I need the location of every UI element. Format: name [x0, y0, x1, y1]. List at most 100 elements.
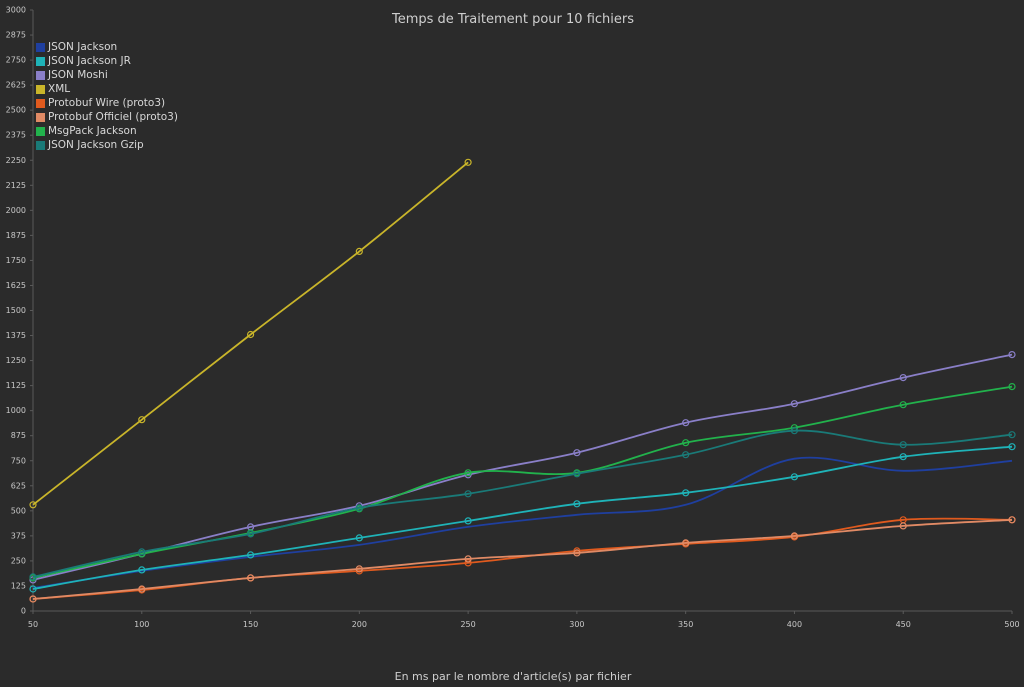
legend-label: JSON Jackson JR	[48, 55, 131, 67]
legend-swatch	[36, 140, 45, 150]
data-point[interactable]	[138, 550, 146, 558]
data-point[interactable]	[1008, 443, 1016, 451]
series-json-jackson-jr	[29, 443, 1016, 593]
data-point[interactable]	[573, 547, 581, 555]
x-tick-label: 150	[243, 620, 258, 629]
series-json-moshi	[29, 351, 1016, 584]
data-point[interactable]	[682, 451, 690, 459]
data-point[interactable]	[682, 489, 690, 497]
series-xml	[29, 158, 472, 509]
data-point[interactable]	[899, 374, 907, 382]
data-point[interactable]	[464, 158, 472, 166]
series-line	[32, 517, 1013, 600]
series-protobuf-officiel-proto3	[29, 516, 1016, 603]
series-json-jackson-gzip	[29, 427, 1016, 581]
data-point[interactable]	[29, 595, 37, 603]
data-point[interactable]	[247, 330, 255, 339]
y-tick-label: 0	[21, 607, 26, 616]
data-point[interactable]	[899, 441, 907, 449]
legend-label: Protobuf Wire (proto3)	[48, 97, 166, 109]
legend-item[interactable]: XML	[36, 82, 178, 96]
data-point[interactable]	[899, 522, 907, 530]
data-point[interactable]	[247, 551, 255, 559]
x-axis-label: En ms par le nombre d'article(s) par fic…	[395, 670, 632, 683]
series-line	[32, 161, 469, 506]
data-point[interactable]	[464, 490, 472, 498]
data-point[interactable]	[355, 504, 363, 512]
data-point[interactable]	[355, 534, 363, 542]
legend-label: JSON Moshi	[48, 69, 108, 81]
data-point[interactable]	[1008, 351, 1016, 359]
series-line	[32, 445, 1013, 590]
data-point[interactable]	[355, 567, 363, 575]
y-tick-label: 2000	[6, 206, 26, 215]
data-point[interactable]	[138, 566, 146, 574]
x-tick-label: 400	[787, 620, 802, 629]
data-point[interactable]	[138, 416, 146, 424]
data-point[interactable]	[573, 500, 581, 508]
data-point[interactable]	[464, 559, 472, 567]
data-point[interactable]	[573, 549, 581, 557]
y-tick-label: 2250	[6, 156, 26, 165]
data-point[interactable]	[573, 470, 581, 478]
y-tick-label: 3000	[6, 6, 26, 15]
x-tick-label: 500	[1004, 620, 1019, 629]
x-tick-label: 350	[678, 620, 693, 629]
x-tick-label: 450	[896, 620, 911, 629]
data-point[interactable]	[682, 539, 690, 547]
y-tick-label: 1875	[6, 231, 26, 240]
y-tick-label: 2500	[6, 106, 26, 115]
data-point[interactable]	[29, 585, 37, 593]
data-point[interactable]	[790, 473, 799, 481]
series-line	[32, 353, 1013, 581]
data-point[interactable]	[247, 530, 255, 538]
data-point[interactable]	[790, 400, 799, 408]
data-point[interactable]	[682, 419, 690, 427]
series-layer	[29, 158, 1016, 603]
data-point[interactable]	[899, 401, 907, 409]
data-point[interactable]	[29, 573, 37, 581]
data-point[interactable]	[1008, 516, 1016, 524]
data-point[interactable]	[29, 501, 37, 509]
x-tick-label: 300	[569, 620, 584, 629]
y-tick-label: 1375	[6, 331, 26, 340]
data-point[interactable]	[355, 565, 363, 573]
data-point[interactable]	[138, 585, 146, 593]
series-json-jackson	[32, 456, 1013, 589]
data-point[interactable]	[464, 471, 472, 479]
legend-swatch	[36, 56, 45, 66]
series-line	[32, 385, 1013, 579]
y-tick-label: 625	[11, 481, 26, 490]
data-point[interactable]	[464, 555, 472, 563]
y-tick-label: 2625	[6, 81, 26, 90]
legend-item[interactable]: JSON Jackson	[36, 40, 178, 54]
legend-item[interactable]: JSON Moshi	[36, 68, 178, 82]
legend-item[interactable]: Protobuf Wire (proto3)	[36, 96, 178, 110]
data-point[interactable]	[1008, 383, 1016, 391]
data-point[interactable]	[247, 574, 255, 582]
data-point[interactable]	[138, 548, 146, 556]
legend-label: XML	[48, 83, 71, 95]
data-point[interactable]	[573, 449, 581, 457]
data-point[interactable]	[464, 469, 472, 477]
data-point[interactable]	[790, 427, 799, 435]
y-tick-label: 2375	[6, 131, 26, 140]
legend-item[interactable]: JSON Jackson JR	[36, 54, 178, 68]
y-tick-label: 1625	[6, 281, 26, 290]
data-point[interactable]	[464, 517, 472, 525]
y-tick-label: 375	[11, 531, 26, 540]
data-point[interactable]	[790, 532, 799, 540]
legend-label: MsgPack Jackson	[48, 125, 137, 137]
data-point[interactable]	[355, 247, 363, 255]
legend-item[interactable]: Protobuf Officiel (proto3)	[36, 110, 178, 124]
data-point[interactable]	[899, 453, 907, 461]
series-line	[32, 456, 1013, 589]
legend-swatch	[36, 98, 45, 108]
legend-label: JSON Jackson	[48, 41, 118, 53]
y-tick-label: 875	[11, 431, 26, 440]
x-tick-label: 250	[460, 620, 475, 629]
legend-item[interactable]: JSON Jackson Gzip	[36, 138, 178, 152]
data-point[interactable]	[682, 439, 690, 447]
legend-item[interactable]: MsgPack Jackson	[36, 124, 178, 138]
data-point[interactable]	[1008, 431, 1016, 439]
